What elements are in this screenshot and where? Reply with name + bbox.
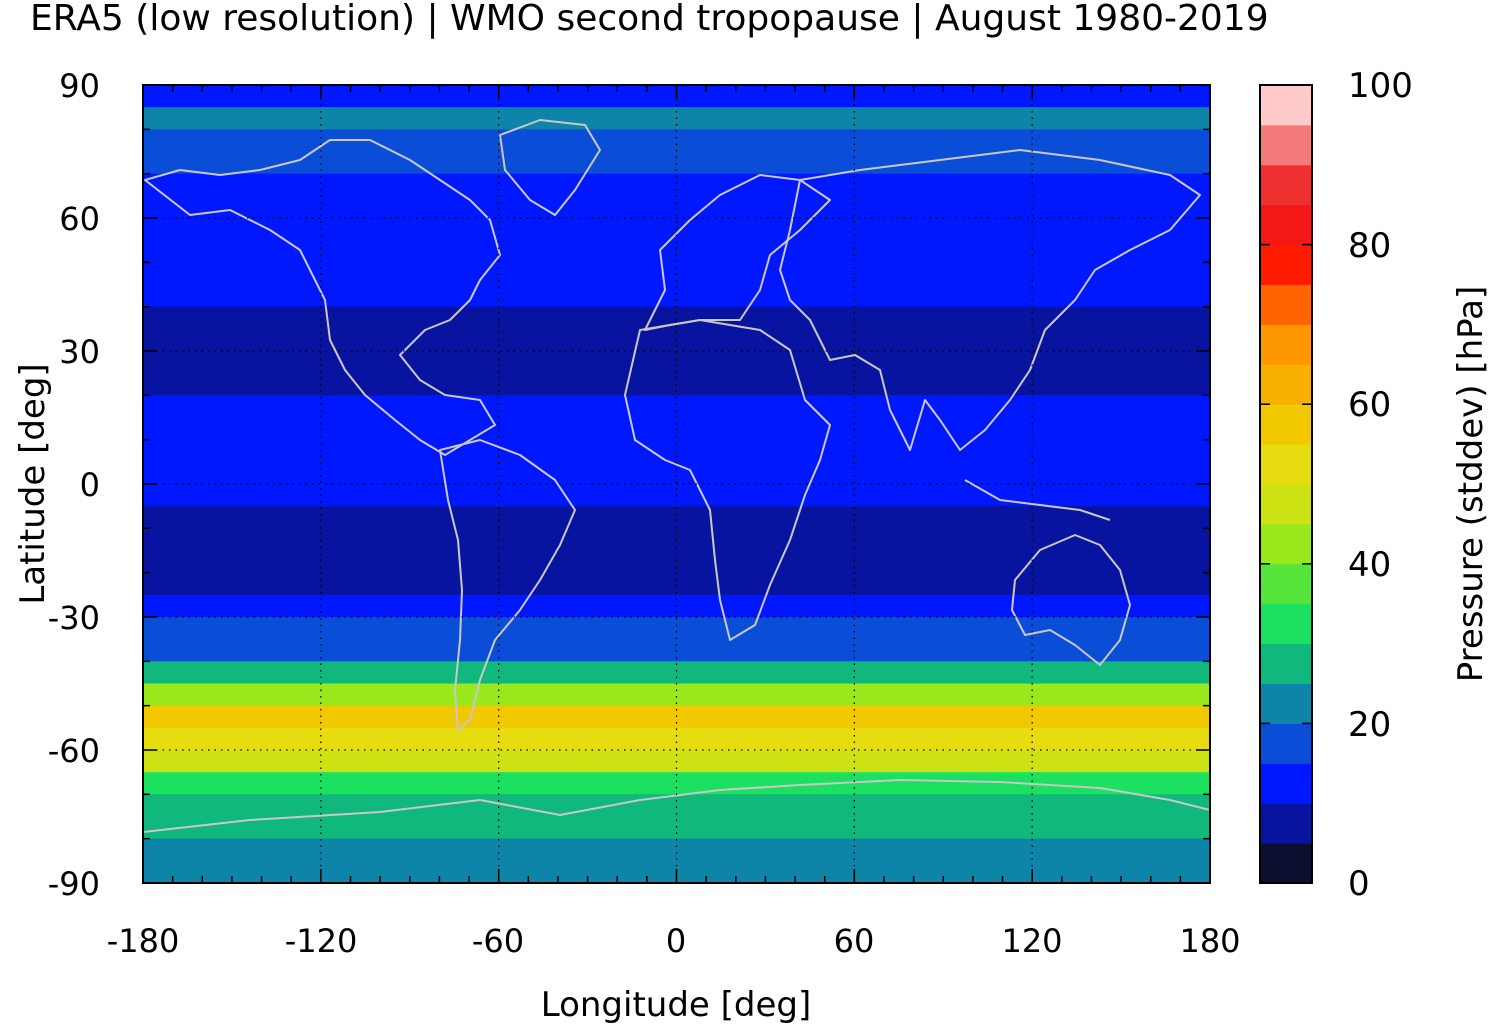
heatmap-band <box>143 306 1210 330</box>
grid-lines <box>143 85 1210 883</box>
colorbar-label: Pressure (stddev) [hPa] <box>1451 286 1491 682</box>
x-tick-label: 120 <box>1001 922 1062 960</box>
colorbar-swatch <box>1260 244 1312 285</box>
y-tick-label: 60 <box>59 200 100 238</box>
heatmap-band <box>143 439 1210 463</box>
colorbar-swatch <box>1260 324 1312 365</box>
colorbar-swatch <box>1260 523 1312 565</box>
colorbar-tick-label: 40 <box>1348 545 1391 585</box>
x-tick-label: 180 <box>1179 922 1240 960</box>
colorbar-frame <box>1259 84 1313 884</box>
heatmap-band <box>143 550 1210 574</box>
colorbar-tick-labels: 100 80 60 40 20 0 <box>1348 66 1413 904</box>
heatmap-band <box>143 284 1210 308</box>
y-tick-label: -90 <box>48 865 100 903</box>
colorbar-swatch <box>1260 643 1312 684</box>
colorbar-swatch <box>1260 364 1312 405</box>
heatmap-band <box>143 195 1210 219</box>
colorbar-swatch <box>1260 85 1312 126</box>
colorbar-tick-label: 100 <box>1348 66 1413 106</box>
colorbar-swatch <box>1260 204 1312 246</box>
colorbar-swatch <box>1260 563 1312 605</box>
y-axis-label: Latitude [deg] <box>13 363 53 604</box>
heatmap-band <box>143 528 1210 551</box>
coastlines <box>143 119 1210 833</box>
heatmap-band <box>143 461 1210 485</box>
heatmap-plot-area <box>143 85 1210 883</box>
chart-title: ERA5 (low resolution) | WMO second tropo… <box>30 0 1269 39</box>
colorbar-swatch <box>1260 683 1312 724</box>
heatmap-band <box>143 173 1210 197</box>
colorbar-swatch <box>1260 484 1312 525</box>
heatmap-band <box>143 772 1210 795</box>
colorbar-tick-label: 20 <box>1348 705 1391 745</box>
y-tick-labels: 90 60 30 0 -30 -60 -90 <box>48 67 100 903</box>
heatmap-band <box>143 240 1210 263</box>
colorbar-tick-label: 80 <box>1348 226 1391 266</box>
x-axis-label: Longitude [deg] <box>541 985 812 1025</box>
colorbar-swatch <box>1260 284 1312 325</box>
colorbar-swatch <box>1260 723 1312 764</box>
colorbar-swatch <box>1260 803 1312 844</box>
heatmap-band <box>143 572 1210 596</box>
colorbar-swatch <box>1260 164 1312 206</box>
y-tick-label: -60 <box>48 732 100 770</box>
x-tick-label: -120 <box>285 922 358 960</box>
y-tick-label: 90 <box>59 67 100 105</box>
heatmap-band <box>143 129 1210 152</box>
colorbar-swatch <box>1260 603 1312 645</box>
colorbar-swatch <box>1260 124 1312 166</box>
y-tick-label: 0 <box>80 466 100 504</box>
heatmap-band <box>143 794 1210 817</box>
heatmap-band <box>143 661 1210 684</box>
heatmap-band <box>143 395 1210 418</box>
x-tick-label: -60 <box>472 922 524 960</box>
heatmap-band <box>143 816 1210 840</box>
axis-ticks <box>142 84 1211 884</box>
y-tick-label: -30 <box>48 599 100 637</box>
colorbar-swatch <box>1260 763 1312 804</box>
heatmap-band <box>143 151 1210 175</box>
heatmap-band <box>143 727 1210 751</box>
heatmap-band <box>143 683 1210 707</box>
heatmap-band <box>143 617 1210 640</box>
x-tick-labels: -180 -120 -60 0 60 120 180 <box>107 922 1241 960</box>
colorbar-swatch <box>1260 404 1312 445</box>
colorbar-tick-label: 0 <box>1348 864 1370 904</box>
y-tick-label: 30 <box>59 333 100 371</box>
colorbar <box>1260 84 1312 884</box>
heatmap-band <box>143 838 1210 862</box>
colorbar-swatch <box>1260 444 1312 485</box>
x-tick-label: 0 <box>666 922 686 960</box>
x-tick-label: 60 <box>834 922 875 960</box>
colorbar-tick-label: 60 <box>1348 385 1391 425</box>
x-tick-label: -180 <box>107 922 180 960</box>
heatmap-band <box>143 351 1210 374</box>
heatmap-band <box>143 506 1210 529</box>
colorbar-swatch <box>1260 843 1312 884</box>
